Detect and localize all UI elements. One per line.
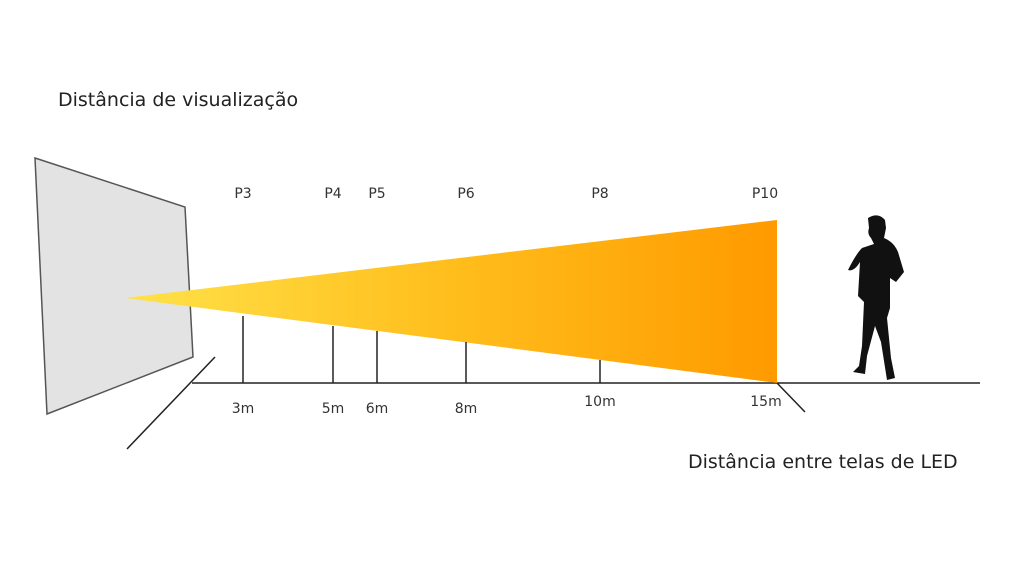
distance-label: 5m [322,401,345,417]
markers: P3 3m P4 5m P5 6m P6 8m P8 10m P10 15m [232,186,782,417]
viewing-cone [125,220,777,383]
distance-label: 15m [750,394,781,410]
pitch-label: P3 [234,186,251,202]
distance-label: 8m [455,401,478,417]
led-screen [34,156,194,416]
pitch-label: P6 [457,186,474,202]
person-silhouette [848,215,904,380]
distance-label: 3m [232,401,255,417]
distance-label: 6m [366,401,389,417]
floor-edge [126,356,216,450]
pitch-label: P4 [324,186,341,202]
pitch-label: P5 [368,186,385,202]
pitch-label: P8 [591,186,608,202]
title: Distância de visualização [58,89,298,111]
floor-edge [776,382,806,413]
distance-label: 10m [584,394,615,410]
pitch-label: P10 [752,186,778,202]
caption: Distância entre telas de LED [688,451,958,473]
